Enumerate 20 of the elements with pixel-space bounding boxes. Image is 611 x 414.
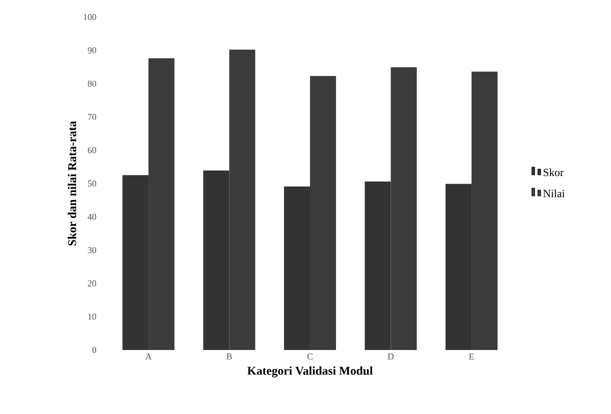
y-axis-title: Skor dan nilai Rata-rata (68, 121, 76, 246)
y-tick-label: 100 (84, 14, 96, 20)
x-tick-label: B (226, 354, 232, 360)
y-tick-label: 90 (88, 47, 96, 54)
y-tick-label: 60 (88, 147, 96, 154)
y-tick-label: 0 (92, 346, 96, 354)
y-tick-label: 20 (88, 280, 96, 286)
x-tick-label: C (307, 354, 312, 360)
y-tick-label: 40 (88, 214, 96, 220)
legend-label: Nilai (543, 189, 565, 198)
x-axis-title: Kategori Validasi Modul (247, 366, 373, 378)
y-tick-label: 70 (88, 114, 96, 120)
legend-label: Skor (544, 168, 564, 176)
x-tick-label: A (145, 354, 152, 360)
y-tick-label: 50 (88, 180, 96, 187)
y-tick-label: 30 (88, 247, 96, 254)
y-tick-label: 10 (88, 314, 96, 320)
y-tick-label: 80 (88, 80, 96, 87)
x-tick-label: E (469, 354, 474, 360)
x-tick-label: D (388, 354, 394, 360)
